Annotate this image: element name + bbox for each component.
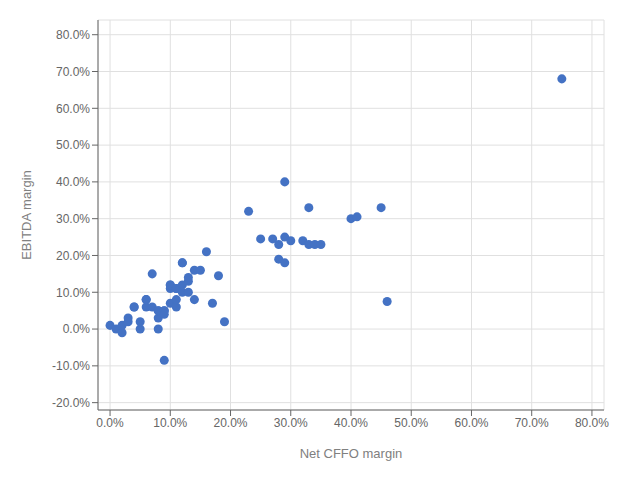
svg-text:20.0%: 20.0% xyxy=(56,249,90,263)
svg-text:0.0%: 0.0% xyxy=(63,322,91,336)
svg-text:30.0%: 30.0% xyxy=(56,212,90,226)
svg-text:80.0%: 80.0% xyxy=(575,416,609,430)
svg-text:50.0%: 50.0% xyxy=(56,138,90,152)
svg-text:40.0%: 40.0% xyxy=(334,416,368,430)
svg-text:EBITDA margin: EBITDA margin xyxy=(19,170,34,260)
svg-text:60.0%: 60.0% xyxy=(454,416,488,430)
svg-text:0.0%: 0.0% xyxy=(96,416,124,430)
svg-text:60.0%: 60.0% xyxy=(56,102,90,116)
svg-text:Net CFFO margin: Net CFFO margin xyxy=(300,446,403,461)
svg-text:30.0%: 30.0% xyxy=(274,416,308,430)
svg-text:-10.0%: -10.0% xyxy=(52,359,90,373)
svg-text:10.0%: 10.0% xyxy=(153,416,187,430)
svg-text:80.0%: 80.0% xyxy=(56,28,90,42)
svg-text:50.0%: 50.0% xyxy=(394,416,428,430)
svg-text:70.0%: 70.0% xyxy=(56,65,90,79)
svg-text:10.0%: 10.0% xyxy=(56,286,90,300)
svg-text:40.0%: 40.0% xyxy=(56,175,90,189)
svg-text:-20.0%: -20.0% xyxy=(52,396,90,410)
svg-text:70.0%: 70.0% xyxy=(515,416,549,430)
svg-text:20.0%: 20.0% xyxy=(214,416,248,430)
